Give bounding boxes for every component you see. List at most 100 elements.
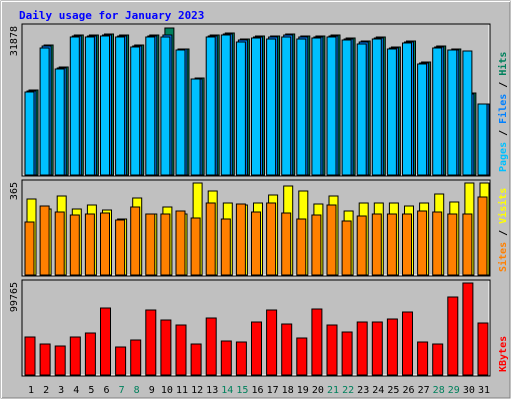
panel-kbytes: 99765 KBytes xyxy=(9,279,509,377)
bar-pages-day-29 xyxy=(447,49,458,176)
bar-kbytes-day-3 xyxy=(54,345,66,376)
bar-kbytes-day-17 xyxy=(266,309,278,376)
x-tick-label: 23 xyxy=(357,385,369,396)
bar-pages-day-24 xyxy=(371,38,382,176)
bar-kbytes-day-1 xyxy=(24,336,36,376)
bar-sites-day-21 xyxy=(326,204,337,276)
x-tick-label: 19 xyxy=(297,385,309,396)
x-tick-label: 15 xyxy=(236,385,248,396)
x-tick-label: 26 xyxy=(402,385,414,396)
x-tick-label: 2 xyxy=(43,385,49,396)
bar-kbytes-day-19 xyxy=(296,337,308,376)
x-tick-label: 31 xyxy=(478,385,490,396)
y-max-label: 31878 xyxy=(9,26,20,56)
x-tick-label: 20 xyxy=(312,385,324,396)
bar-kbytes-day-12 xyxy=(190,343,202,376)
bar-pages-day-14 xyxy=(220,34,231,176)
chart-panels: 31878 Pages / Files / Hits 365 Sites / Visi… xyxy=(9,23,509,377)
bar-kbytes-day-23 xyxy=(356,321,368,376)
bar-kbytes-day-14 xyxy=(220,340,232,376)
bar-sites-day-18 xyxy=(281,212,292,276)
bar-pages-day-12 xyxy=(190,78,201,176)
bar-sites-day-5 xyxy=(84,213,95,276)
x-tick-label: 16 xyxy=(251,385,263,396)
bar-pages-day-31 xyxy=(477,103,488,176)
bar-sites-day-28 xyxy=(432,211,443,276)
bar-kbytes-day-4 xyxy=(69,336,81,376)
bar-kbytes-day-8 xyxy=(130,339,142,376)
bar-kbytes-day-11 xyxy=(175,324,187,376)
bar-pages-day-6 xyxy=(100,35,110,176)
bar-sites-day-7 xyxy=(115,219,126,276)
panel-legend: Sites / Visits xyxy=(497,188,509,272)
bar-pages-day-28 xyxy=(432,47,443,176)
x-tick-label: 10 xyxy=(161,385,173,396)
panel-hits-files-pages: 31878 Pages / Files / Hits xyxy=(9,23,509,177)
bar-sites-day-22 xyxy=(341,220,352,276)
y-max-label: 365 xyxy=(9,182,20,200)
legend-separator: / xyxy=(498,76,509,94)
bar-sites-day-11 xyxy=(175,210,186,276)
bar-pages-day-4 xyxy=(69,36,80,176)
bar-pages-day-5 xyxy=(84,36,95,176)
x-tick-label: 3 xyxy=(58,385,64,396)
x-tick-label: 28 xyxy=(433,385,445,396)
bar-kbytes-day-6 xyxy=(100,307,111,376)
bar-kbytes-day-27 xyxy=(417,341,429,376)
bar-pages-day-19 xyxy=(296,38,307,176)
bar-pages-day-25 xyxy=(386,48,397,176)
legend-entry-pages: Pages xyxy=(498,142,509,172)
panel-visits-sites: 365 Sites / Visits xyxy=(9,179,509,277)
bar-pages-day-26 xyxy=(402,42,412,176)
bars-hits-files-pages xyxy=(24,27,490,176)
bar-kbytes-day-18 xyxy=(281,323,293,376)
x-tick-label: 4 xyxy=(73,385,79,396)
bar-sites-day-2 xyxy=(39,205,50,276)
bar-pages-day-9 xyxy=(145,36,156,176)
bar-pages-day-2 xyxy=(39,47,50,176)
bar-sites-day-6 xyxy=(100,212,110,276)
x-tick-label: 1 xyxy=(28,385,34,396)
bar-pages-day-1 xyxy=(24,91,35,176)
bar-sites-day-8 xyxy=(130,206,141,276)
x-tick-label: 9 xyxy=(149,385,155,396)
bar-kbytes-day-15 xyxy=(235,341,247,376)
bar-pages-day-21 xyxy=(326,36,337,176)
bar-pages-day-18 xyxy=(281,36,292,176)
bar-kbytes-day-5 xyxy=(84,332,96,376)
legend-entry-files: Files xyxy=(497,94,509,124)
bars-visits-sites xyxy=(24,182,490,276)
bar-sites-day-25 xyxy=(386,213,397,276)
bar-sites-day-13 xyxy=(205,202,216,276)
bar-sites-day-4 xyxy=(69,214,80,276)
bar-pages-day-15 xyxy=(235,41,246,176)
bar-sites-day-20 xyxy=(311,214,322,276)
legend-entry-kbytes: KBytes xyxy=(498,336,509,372)
legend-entry-hits: Hits xyxy=(497,52,509,76)
bar-pages-day-22 xyxy=(341,39,352,176)
bar-kbytes-day-16 xyxy=(251,321,262,376)
x-tick-label: 22 xyxy=(342,385,354,396)
bar-sites-day-27 xyxy=(417,210,428,276)
bar-kbytes-day-20 xyxy=(311,308,323,376)
bar-kbytes-day-26 xyxy=(402,311,413,376)
bar-pages-day-8 xyxy=(130,46,141,176)
x-axis-labels: 1 2 3 4 5 6 7 8 9 10 11 12 13 14 15 16 17 18 19 20 21 22 23 24 2… xyxy=(28,385,490,396)
y-max-label: 99765 xyxy=(9,282,20,312)
bar-sites-day-9 xyxy=(145,213,156,276)
bar-sites-day-3 xyxy=(54,211,65,276)
x-tick-label: 27 xyxy=(418,385,430,396)
x-tick-label: 29 xyxy=(448,385,460,396)
bar-pages-day-3 xyxy=(54,68,65,176)
bar-pages-day-27 xyxy=(417,63,428,176)
bar-sites-day-23 xyxy=(356,215,367,276)
x-tick-label: 8 xyxy=(134,385,140,396)
chart-title: Daily usage for January 2023 xyxy=(19,9,204,22)
bar-pages-day-11 xyxy=(175,49,186,176)
bar-sites-day-24 xyxy=(371,213,382,276)
legend-entry-visits: Visits xyxy=(497,188,509,224)
x-tick-label: 25 xyxy=(387,385,399,396)
bar-pages-day-13 xyxy=(205,36,216,176)
x-tick-label: 7 xyxy=(119,385,125,396)
